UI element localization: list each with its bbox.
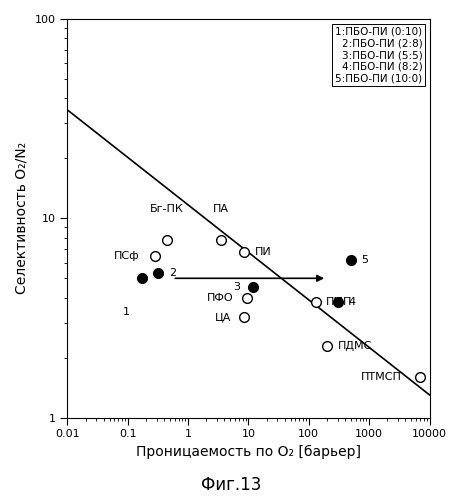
Text: ПТМСП: ПТМСП xyxy=(361,372,402,382)
Text: ПДМС: ПДМС xyxy=(338,340,372,350)
X-axis label: Проницаемость по О₂ [барьер]: Проницаемость по О₂ [барьер] xyxy=(136,445,361,459)
Text: ЦА: ЦА xyxy=(214,312,231,322)
Text: ПСф: ПСф xyxy=(113,250,139,260)
Text: 3: 3 xyxy=(233,282,240,292)
Text: Фиг.13: Фиг.13 xyxy=(201,476,261,494)
Text: 2: 2 xyxy=(169,268,176,278)
Text: ПИ: ПИ xyxy=(255,247,272,256)
Text: 5: 5 xyxy=(362,254,369,264)
Text: 1:ПБО-ПИ (0:10)
2:ПБО-ПИ (2:8)
3:ПБО-ПИ (5:5)
4:ПБО-ПИ (8:2)
5:ПБО-ПИ (10:0): 1:ПБО-ПИ (0:10) 2:ПБО-ПИ (2:8) 3:ПБО-ПИ … xyxy=(335,27,422,83)
Text: ПА: ПА xyxy=(213,204,229,214)
Text: 4: 4 xyxy=(348,297,355,307)
Y-axis label: Селективность О₂/N₂: Селективность О₂/N₂ xyxy=(15,142,29,294)
Text: 1: 1 xyxy=(122,307,129,317)
Text: ПМП: ПМП xyxy=(326,297,353,307)
Text: Бг-ПК: Бг-ПК xyxy=(150,204,184,214)
Text: ПФО: ПФО xyxy=(207,292,234,302)
